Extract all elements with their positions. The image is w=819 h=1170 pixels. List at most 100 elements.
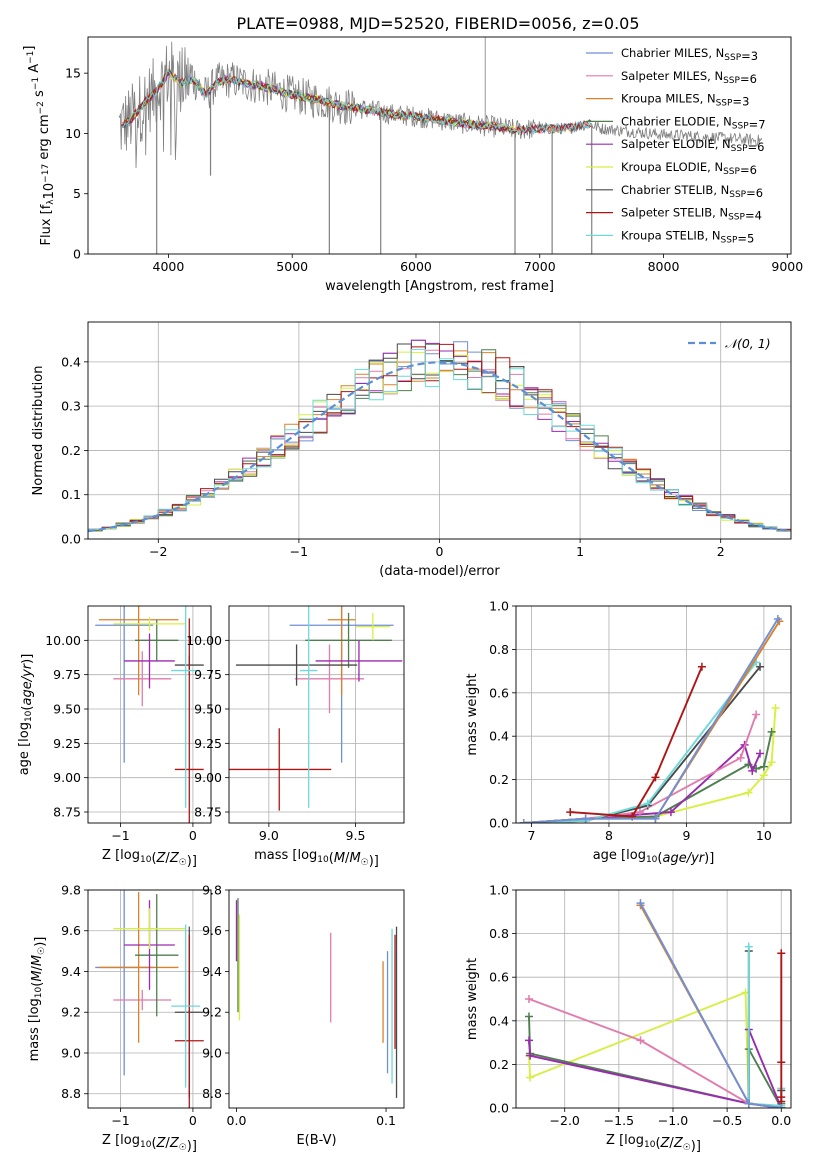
weight_vs_age-panel: 7 8 9 10 0.0 0.2 0.4 0.6 0.8 1.0 age [log10(age/yr…: [465, 599, 792, 866]
residuals-xtick-label-2: 0: [436, 544, 444, 559]
weight_vs_age-ytick-label-4: 0.8: [489, 642, 509, 657]
spectrum-ytick-label-3: 15: [65, 66, 81, 81]
weight_vs_Z-xlabel: Z [log10(Z/Z☉)]: [606, 1133, 701, 1154]
age_vs_mass-xtick-label-0: 9.0: [259, 828, 279, 843]
age_vs_Z-xlabel: Z [log10(Z/Z☉)]: [102, 848, 197, 869]
residuals-ylabel: Normed distribution: [31, 366, 46, 496]
mass_vs_ebv-ytick-label-2: 9.2: [202, 1005, 222, 1020]
weight_vs_Z-ytick-label-5: 1.0: [489, 883, 509, 898]
weight_vs_Z-xtick-label-3: −0.5: [712, 1113, 742, 1128]
weight_vs_age-point-8-0: [519, 819, 528, 823]
mass_vs_Z-ytick-label-2: 9.2: [61, 1005, 81, 1020]
residuals-xlabel: (data-model)/error: [379, 564, 500, 579]
spectrum-xtick-label-5: 9000: [771, 259, 803, 274]
weight_vs_age-xlabel: age [log10(age/yr)]: [593, 848, 715, 866]
weight_vs_age-ylabel: mass weight: [465, 673, 480, 755]
mass_vs_Z-ytick-label-0: 8.8: [61, 1086, 81, 1101]
weight_vs_Z-xtick-label-0: −2.0: [550, 1113, 580, 1128]
weight_vs_Z-xtick-label-1: −1.5: [604, 1113, 634, 1128]
weight_vs_age-point-2-5: [756, 749, 765, 758]
figure-title: PLATE=0988, MJD=52520, FIBERID=0056, z=0…: [236, 14, 639, 33]
age_vs_mass-xlabel: mass [log10(M/M☉)]: [254, 848, 379, 869]
weight_vs_age-xtick-label-0: 7: [528, 828, 536, 843]
weight_vs_age-point-6-3: [697, 662, 706, 671]
age_vs_mass-panel: 9.0 9.5 8.75 9.00 9.25 9.50 9.75 10.00 mass [log…: [186, 605, 405, 869]
mass_vs_ebv-ytick-label-5: 9.8: [202, 883, 222, 898]
mass_vs_ebv-ytick-label-1: 9.0: [202, 1045, 222, 1060]
weight_vs_Z-ytick-label-4: 0.8: [489, 926, 509, 941]
weight_vs_Z-ytick-label-0: 0.0: [489, 1101, 509, 1116]
age_vs_mass-ytick-label-1: 9.00: [194, 770, 222, 785]
weight_vs_Z-point-2-0: [524, 1036, 533, 1045]
spectrum-xtick-label-4: 8000: [648, 259, 680, 274]
mass_vs_Z-ytick-label-1: 9.0: [61, 1045, 81, 1060]
spectrum-plot-area: [118, 37, 763, 254]
weight_vs_Z-panel: −2.0 −1.5 −1.0 −0.5 0.0 0.0 0.2 0.4 0.6 0.8 1.0 Z […: [465, 883, 792, 1154]
residuals-normal-curve: [88, 361, 791, 533]
age_vs_mass-ytick-label-2: 9.25: [194, 736, 222, 751]
age_vs_Z-ylabel: age [log10(age/yr)]: [17, 654, 35, 776]
residuals-panel: −2 −1 0 1 2 0.0 0.1 0.2 0.3 0.4 (data-model)/error…: [31, 321, 792, 579]
mass_vs_Z-ytick-label-5: 9.8: [61, 883, 81, 898]
weight_vs_Z-point-6-1: [777, 1058, 786, 1067]
weight_vs_age-point-2-4: [748, 766, 757, 775]
spectrum-legend-entry-2: Kroupa MILES, NSSP=3: [621, 92, 749, 109]
mass_vs_Z-xtick-label-1: 0: [189, 1113, 197, 1128]
age_vs_Z-xtick-label-0: −1: [111, 828, 129, 843]
spectrum-xtick-label-0: 4000: [153, 259, 185, 274]
weight_vs_age-point-2-2: [666, 808, 675, 817]
weight_vs_Z-point-3-1: [636, 1036, 645, 1045]
weight_vs_age-point-6-0: [566, 808, 575, 817]
spectrum-model-line-6: [121, 68, 592, 135]
weight_vs_age-series-6: [570, 666, 703, 818]
weight_vs_Z-series-3: [528, 998, 782, 1108]
mass_vs_Z-ylabel: mass [log10(M/M☉)]: [27, 937, 48, 1062]
residuals-xtick-label-3: 1: [576, 544, 584, 559]
residuals-frame: [87, 321, 792, 540]
residuals-ytick-label-2: 0.2: [61, 443, 81, 458]
weight_vs_age-point-8-1: [581, 814, 590, 823]
weight_vs_age-xtick-label-2: 9: [682, 828, 690, 843]
residuals-xtick-label-4: 2: [717, 544, 725, 559]
mass_vs_Z-frame: [87, 889, 212, 1109]
weight_vs_Z-ytick-label-3: 0.6: [489, 970, 509, 985]
spectrum-ytick-label-0: 0: [73, 247, 81, 262]
mass_vs_ebv-frame: [228, 889, 405, 1109]
weight_vs_Z-series-4: [747, 951, 783, 1108]
weight_vs_Z-point-1-0: [524, 1012, 533, 1021]
spectrum-ytick-label-1: 5: [73, 186, 81, 201]
age_vs_Z-ytick-label-0: 8.75: [53, 805, 81, 820]
residuals-hist-8: [88, 348, 791, 539]
weight_vs_age-ytick-label-0: 0.0: [489, 816, 509, 831]
weight_vs_Z-ytick-label-2: 0.4: [489, 1013, 509, 1028]
age_vs_mass-plot-area: [229, 606, 403, 811]
age_vs_Z-plot-area: [95, 606, 204, 823]
mass_vs_ebv-xtick-label-0: 0.0: [227, 1113, 247, 1128]
age_vs_mass-xtick-label-1: 9.5: [346, 828, 366, 843]
spectrum-legend-entry-7: Salpeter STELIB, NSSP=4: [621, 206, 762, 223]
mass_vs_ebv-ytick-label-0: 8.8: [202, 1086, 222, 1101]
mass_vs_ebv-xtick-label-1: 0.1: [376, 1113, 396, 1128]
weight_vs_age-ytick-label-3: 0.6: [489, 685, 509, 700]
weight_vs_Z-series-5: [747, 946, 783, 1107]
age_vs_mass-ytick-label-5: 10.00: [186, 633, 222, 648]
weight_vs_age-series-7: [523, 620, 781, 823]
weight_vs_age-point-0-5: [767, 758, 776, 767]
weight_vs_age-point-3-3: [736, 753, 745, 762]
spectrum-legend-entry-1: Salpeter MILES, NSSP=6: [621, 69, 757, 86]
residuals-xtick-label-0: −2: [149, 544, 167, 559]
weight_vs_age-xtick-label-1: 8: [605, 828, 613, 843]
weight_vs_age-series-8: [523, 618, 779, 823]
weight_vs_age-xtick-label-3: 10: [756, 828, 772, 843]
residuals-ytick-label-1: 0.1: [61, 487, 81, 502]
weight_vs_Z-point-8-0: [636, 899, 645, 908]
spectrum-xtick-label-3: 7000: [524, 259, 556, 274]
weight_vs_Z-point-6-0: [777, 949, 786, 958]
mass_vs_Z-panel: −1 0 8.8 9.0 9.2 9.4 9.6 9.8 Z [log10(Z/Z☉)] mass…: [27, 883, 212, 1154]
spectrum-legend-entry-6: Chabrier STELIB, NSSP=6: [621, 183, 763, 200]
weight_vs_Z-point-0-1: [526, 1073, 535, 1082]
weight_vs_Z-series-2: [528, 1029, 783, 1108]
residuals-ytick-label-0: 0.0: [61, 532, 81, 547]
mass_vs_ebv-ytick-label-3: 9.4: [202, 964, 222, 979]
age_vs_Z-ytick-label-5: 10.00: [45, 633, 81, 648]
